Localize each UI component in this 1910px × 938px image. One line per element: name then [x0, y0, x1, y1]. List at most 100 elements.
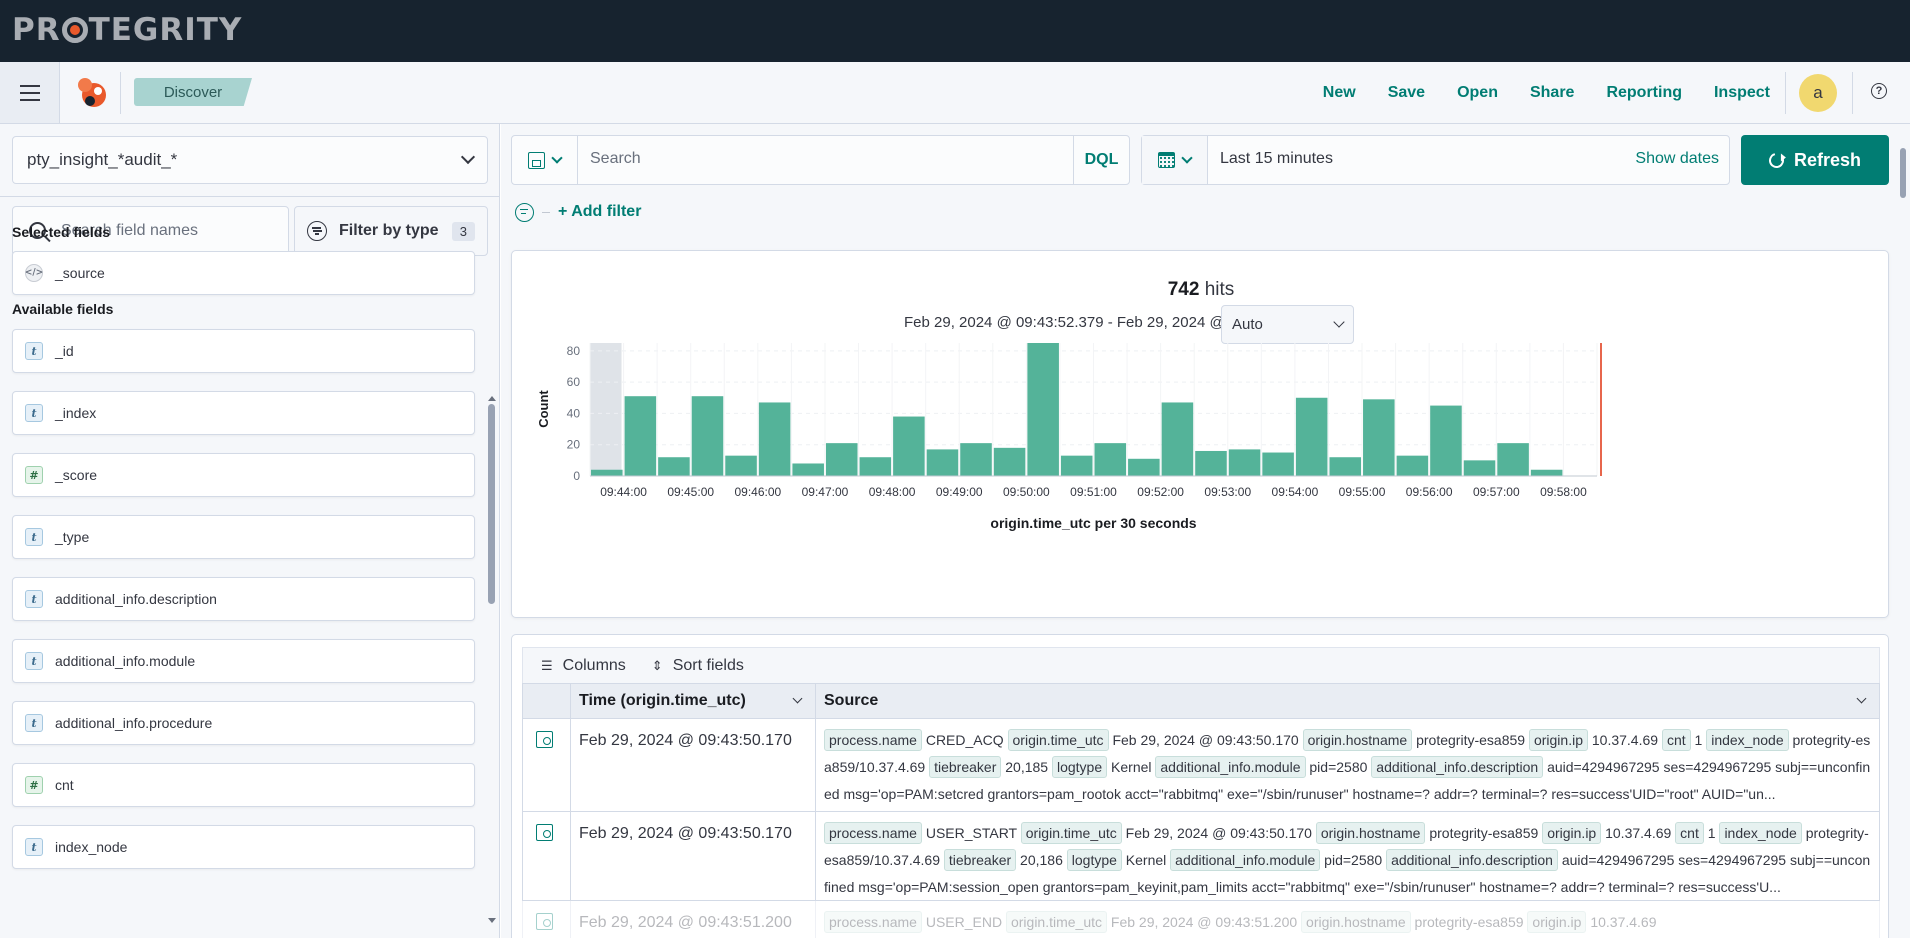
field-item[interactable]: t _id — [12, 329, 475, 373]
inspect-document-icon[interactable] — [536, 913, 553, 930]
source-column-header[interactable]: Source — [816, 684, 1879, 718]
chevron-down-icon — [461, 150, 475, 164]
source-field-key: index_node — [1719, 822, 1801, 844]
sort-fields-button[interactable]: ⇕ Sort fields — [652, 657, 744, 675]
source-field-value: Feb 29, 2024 @ 09:43:50.170 — [1122, 825, 1316, 841]
source-field-value: 1 — [1691, 732, 1707, 748]
source-field-key: origin.hostname — [1303, 729, 1413, 751]
field-item[interactable]: t _index — [12, 391, 475, 435]
time-column-header[interactable]: Time (origin.time_utc) — [571, 684, 816, 718]
source-field-key: origin.time_utc — [1021, 822, 1122, 844]
query-language-button[interactable]: DQL — [1073, 136, 1129, 184]
field-name: _source — [55, 265, 105, 281]
scrollbar-thumb[interactable] — [488, 404, 495, 604]
histogram-bar — [625, 396, 657, 476]
inspect-link[interactable]: Inspect — [1714, 84, 1770, 102]
expand-cell — [523, 901, 571, 938]
field-item[interactable]: t additional_info.module — [12, 639, 475, 683]
chevron-down-icon[interactable] — [793, 694, 803, 704]
time-range-label[interactable]: Last 15 minutes — [1220, 150, 1333, 168]
source-field-key: origin.ip — [1542, 822, 1601, 844]
expand-cell — [523, 719, 571, 811]
documents-panel: ☰ Columns ⇕ Sort fields Time (origin.time_… — [511, 634, 1889, 938]
histogram-bar — [994, 448, 1026, 476]
scroll-down-icon[interactable] — [488, 918, 496, 923]
source-field-key: tiebreaker — [944, 849, 1016, 871]
date-picker: Last 15 minutes Show dates — [1141, 135, 1730, 185]
y-tick-label: 60 — [567, 375, 581, 389]
histogram-bar — [1095, 443, 1127, 476]
source-field-value: Feb 29, 2024 @ 09:43:50.170 — [1109, 732, 1303, 748]
histogram-bar — [893, 417, 925, 476]
reporting-link[interactable]: Reporting — [1606, 84, 1682, 102]
source-field-key: process.name — [824, 911, 922, 933]
y-tick-label: 80 — [567, 344, 581, 358]
source-field-key: origin.ip — [1527, 911, 1586, 933]
source-field-key: additional_info.description — [1371, 756, 1543, 778]
calendar-icon — [1158, 152, 1175, 168]
filter-options-icon[interactable] — [515, 203, 534, 222]
x-tick-label: 09:56:00 — [1406, 485, 1453, 499]
saved-query-button[interactable] — [512, 136, 578, 184]
quick-menu-button[interactable] — [1142, 136, 1208, 184]
table-row[interactable]: Feb 29, 2024 @ 09:43:51.200 process.name … — [522, 901, 1880, 938]
scroll-up-icon[interactable] — [488, 396, 496, 401]
field-item[interactable]: t additional_info.procedure — [12, 701, 475, 745]
selected-fields-title: Selected fields — [12, 224, 110, 240]
field-item[interactable]: # cnt — [12, 763, 475, 807]
source-field-key: cnt — [1662, 729, 1691, 751]
menu-toggle-button[interactable] — [0, 62, 60, 123]
histogram-bar — [792, 463, 824, 476]
source-field-key: additional_info.module — [1170, 849, 1320, 871]
sidebar-scrollbar[interactable] — [488, 286, 495, 926]
show-dates-link[interactable]: Show dates — [1635, 150, 1719, 168]
inspect-document-icon[interactable] — [536, 824, 553, 841]
main-scrollbar-thumb[interactable] — [1900, 148, 1906, 198]
table-row[interactable]: Feb 29, 2024 @ 09:43:50.170 process.name … — [522, 719, 1880, 812]
y-tick-label: 0 — [573, 469, 580, 483]
add-filter-link[interactable]: + Add filter — [558, 203, 641, 221]
histogram-bar — [860, 457, 892, 476]
chevron-down-icon[interactable] — [1857, 694, 1867, 704]
histogram-bar — [960, 443, 992, 476]
histogram-bar — [1027, 343, 1059, 476]
share-link[interactable]: Share — [1530, 84, 1574, 102]
source-cell: process.name CRED_ACQ origin.time_utc Fe… — [816, 719, 1879, 809]
string-type-icon: t — [25, 590, 43, 608]
string-type-icon: t — [25, 714, 43, 732]
inspect-document-icon[interactable] — [536, 731, 553, 748]
new-link[interactable]: New — [1323, 84, 1356, 102]
search-input[interactable]: Search — [590, 150, 641, 168]
field-item-source[interactable]: </> _source — [12, 251, 475, 295]
columns-button[interactable]: ☰ Columns — [541, 657, 626, 675]
field-item[interactable]: # _score — [12, 453, 475, 497]
open-link[interactable]: Open — [1457, 84, 1498, 102]
index-pattern-select[interactable]: pty_insight_*audit_* — [12, 136, 488, 184]
source-field-value: pid=2580 — [1306, 759, 1372, 775]
source-field-key: process.name — [824, 729, 922, 751]
source-field-key: origin.hostname — [1301, 911, 1411, 933]
save-link[interactable]: Save — [1388, 84, 1425, 102]
nav-divider — [1852, 72, 1853, 114]
field-item[interactable]: t additional_info.description — [12, 577, 475, 621]
list-icon: ☰ — [541, 658, 553, 674]
field-item[interactable]: t index_node — [12, 825, 475, 869]
refresh-button[interactable]: Refresh — [1741, 135, 1889, 185]
source-field-value: USER_END — [922, 914, 1006, 930]
breadcrumb-discover[interactable]: Discover — [134, 78, 252, 106]
hamburger-icon — [20, 85, 40, 101]
histogram-bar — [1464, 460, 1496, 476]
filter-icon — [307, 221, 327, 241]
app-logo-icon[interactable] — [74, 75, 108, 111]
source-field-key: origin.hostname — [1316, 822, 1426, 844]
y-axis-label: Count — [536, 390, 551, 428]
x-axis-label: origin.time_utc per 30 seconds — [990, 515, 1196, 531]
filter-by-type-button[interactable]: Filter by type 3 — [294, 206, 488, 256]
x-tick-label: 09:55:00 — [1339, 485, 1386, 499]
user-avatar[interactable]: a — [1799, 74, 1837, 112]
histogram-bar — [658, 457, 690, 476]
refresh-icon — [1766, 150, 1786, 170]
field-item[interactable]: t _type — [12, 515, 475, 559]
table-row[interactable]: Feb 29, 2024 @ 09:43:50.170 process.name … — [522, 812, 1880, 901]
help-icon[interactable]: ? — [1871, 83, 1887, 99]
